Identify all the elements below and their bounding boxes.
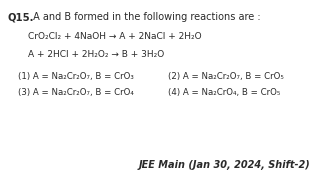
Text: JEE Main (Jan 30, 2024, Shift-2): JEE Main (Jan 30, 2024, Shift-2) xyxy=(138,160,310,170)
Text: A + 2HCl + 2H₂O₂ → B + 3H₂O: A + 2HCl + 2H₂O₂ → B + 3H₂O xyxy=(28,50,164,59)
Text: (4) A = Na₂CrO₄, B = CrO₅: (4) A = Na₂CrO₄, B = CrO₅ xyxy=(168,88,280,97)
Text: CrO₂Cl₂ + 4NaOH → A + 2NaCl + 2H₂O: CrO₂Cl₂ + 4NaOH → A + 2NaCl + 2H₂O xyxy=(28,32,202,41)
Text: Q15.: Q15. xyxy=(8,12,35,22)
Text: (2) A = Na₂Cr₂O₇, B = CrO₅: (2) A = Na₂Cr₂O₇, B = CrO₅ xyxy=(168,72,284,81)
Text: (3) A = Na₂Cr₂O₇, B = CrO₄: (3) A = Na₂Cr₂O₇, B = CrO₄ xyxy=(18,88,134,97)
Text: (1) A = Na₂Cr₂O₇, B = CrO₃: (1) A = Na₂Cr₂O₇, B = CrO₃ xyxy=(18,72,134,81)
Text: A and B formed in the following reactions are :: A and B formed in the following reaction… xyxy=(30,12,260,22)
